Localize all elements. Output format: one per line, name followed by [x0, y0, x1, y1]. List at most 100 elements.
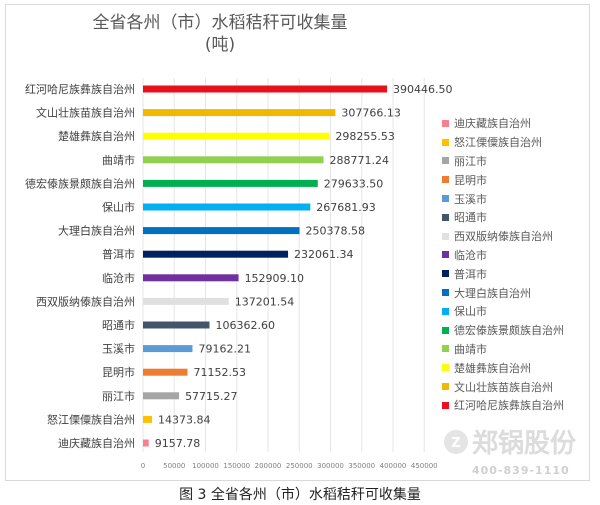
category-label: 西双版纳傣族自治州	[36, 294, 135, 308]
legend-swatch	[442, 401, 449, 409]
legend-swatch	[442, 364, 449, 372]
legend-label: 红河哈尼族彝族自治州	[454, 399, 564, 413]
legend-item: 丽江市	[442, 152, 564, 171]
data-label: 267681.93	[316, 201, 376, 214]
legend-item: 怒江傈僳族自治州	[442, 133, 564, 152]
x-tick-label: 250000	[286, 462, 313, 470]
legend-swatch	[442, 157, 449, 165]
legend-swatch	[442, 119, 449, 127]
data-label: 79162.21	[198, 343, 251, 356]
bar	[143, 345, 193, 353]
svg-text:400-839-1110: 400-839-1110	[472, 464, 570, 477]
legend-label: 大理白族自治州	[454, 286, 531, 300]
legend-label: 曲靖市	[454, 342, 487, 356]
bar	[143, 368, 188, 376]
bar	[143, 156, 324, 164]
legend-label: 保山市	[454, 305, 487, 319]
bar	[143, 227, 300, 235]
data-label: 152909.10	[245, 272, 304, 285]
legend-swatch	[442, 345, 449, 353]
legend-label: 文山壮族苗族自治州	[454, 380, 553, 394]
category-label: 迪庆藏族自治州	[58, 436, 135, 450]
legend-swatch	[442, 213, 449, 221]
legend-item: 迪庆藏族自治州	[442, 114, 564, 133]
data-label: 298255.53	[335, 130, 395, 143]
category-label: 楚雄彝族自治州	[58, 129, 135, 143]
svg-text:郑锅股份: 郑锅股份	[472, 429, 576, 459]
bar	[143, 392, 180, 400]
bar	[143, 85, 388, 93]
data-label: 71152.53	[193, 366, 246, 379]
category-label: 怒江傈僳族自治州	[47, 412, 135, 426]
data-label: 9157.78	[155, 437, 201, 450]
data-label: 250378.58	[305, 225, 365, 238]
x-tick-label: 350000	[348, 462, 375, 470]
legend-label: 昭通市	[454, 211, 487, 225]
category-label: 曲靖市	[102, 153, 135, 167]
x-tick-label: 150000	[223, 462, 250, 470]
legend-label: 普洱市	[454, 267, 487, 281]
bar	[143, 321, 210, 329]
legend-item: 楚雄彝族自治州	[442, 358, 564, 377]
figure-caption: 图 3 全省各州（市）水稻秸秆可收集量	[179, 487, 421, 503]
category-label: 红河哈尼族彝族自治州	[25, 82, 135, 96]
legend-swatch	[442, 176, 449, 184]
legend-swatch	[442, 232, 449, 240]
x-tick-label: 50000	[163, 462, 185, 470]
legend-swatch	[442, 138, 449, 146]
category-label: 丽江市	[102, 389, 135, 403]
chart-frame	[5, 4, 590, 481]
legend-item: 昭通市	[442, 208, 564, 227]
legend-label: 楚雄彝族自治州	[454, 361, 531, 375]
legend-label: 迪庆藏族自治州	[454, 117, 531, 131]
legend-item: 西双版纳傣族自治州	[442, 227, 564, 246]
data-label: 390446.50	[393, 83, 453, 96]
data-label: 137201.54	[235, 295, 295, 308]
legend-swatch	[442, 307, 449, 315]
legend-item: 玉溪市	[442, 189, 564, 208]
legend-item: 昆明市	[442, 170, 564, 189]
category-label: 大理白族自治州	[58, 224, 135, 238]
bar	[143, 297, 229, 305]
legend-item: 红河哈尼族彝族自治州	[442, 396, 564, 415]
legend-swatch	[442, 251, 449, 259]
legend-label: 丽江市	[454, 154, 487, 168]
legend-item: 保山市	[442, 302, 564, 321]
legend-label: 德宏傣族景颇族自治州	[454, 324, 564, 338]
legend-item: 曲靖市	[442, 340, 564, 359]
bar	[143, 439, 149, 447]
category-label: 玉溪市	[102, 342, 135, 356]
legend-swatch	[442, 383, 449, 391]
bar-chart: 0 50000 100000 150000 200000 250000 300000 3500…	[25, 78, 453, 470]
legend-item: 大理白族自治州	[442, 283, 564, 302]
category-label: 普洱市	[102, 247, 135, 261]
data-label: 14373.84	[158, 413, 211, 426]
category-label: 文山壮族苗族自治州	[36, 106, 135, 120]
legend-item: 普洱市	[442, 264, 564, 283]
legend-swatch	[442, 326, 449, 334]
bar	[143, 250, 289, 258]
data-label: 57715.27	[185, 390, 238, 403]
category-label: 昭通市	[102, 318, 135, 332]
x-tick-label: 200000	[255, 462, 282, 470]
chart-title: 全省各州（市）水稻秸秆可收集量 (吨)	[0, 12, 440, 56]
data-label: 106362.60	[215, 319, 275, 332]
category-label: 昆明市	[102, 365, 135, 379]
legend-swatch	[442, 270, 449, 278]
legend-swatch	[442, 289, 449, 297]
x-tick-label: 100000	[192, 462, 219, 470]
x-tick-label: 300000	[317, 462, 344, 470]
bar	[143, 179, 318, 187]
x-tick-label: 450000	[411, 462, 438, 470]
chart-title-line1: 全省各州（市）水稻秸秆可收集量	[92, 13, 348, 33]
bar	[143, 132, 330, 140]
x-tick-label: 0	[141, 462, 145, 470]
legend-label: 怒江傈僳族自治州	[454, 136, 542, 150]
legend-label: 昆明市	[454, 173, 487, 187]
legend: 迪庆藏族自治州 怒江傈僳族自治州 丽江市昆明市玉溪市昭通市西双版纳傣族自治州 临沧市普…	[442, 114, 564, 415]
category-label: 德宏傣族景颇族自治州	[25, 176, 135, 190]
legend-item: 临沧市	[442, 246, 564, 265]
x-tick-label: 400000	[380, 462, 407, 470]
legend-label: 玉溪市	[454, 192, 487, 206]
category-label: 临沧市	[102, 271, 135, 285]
